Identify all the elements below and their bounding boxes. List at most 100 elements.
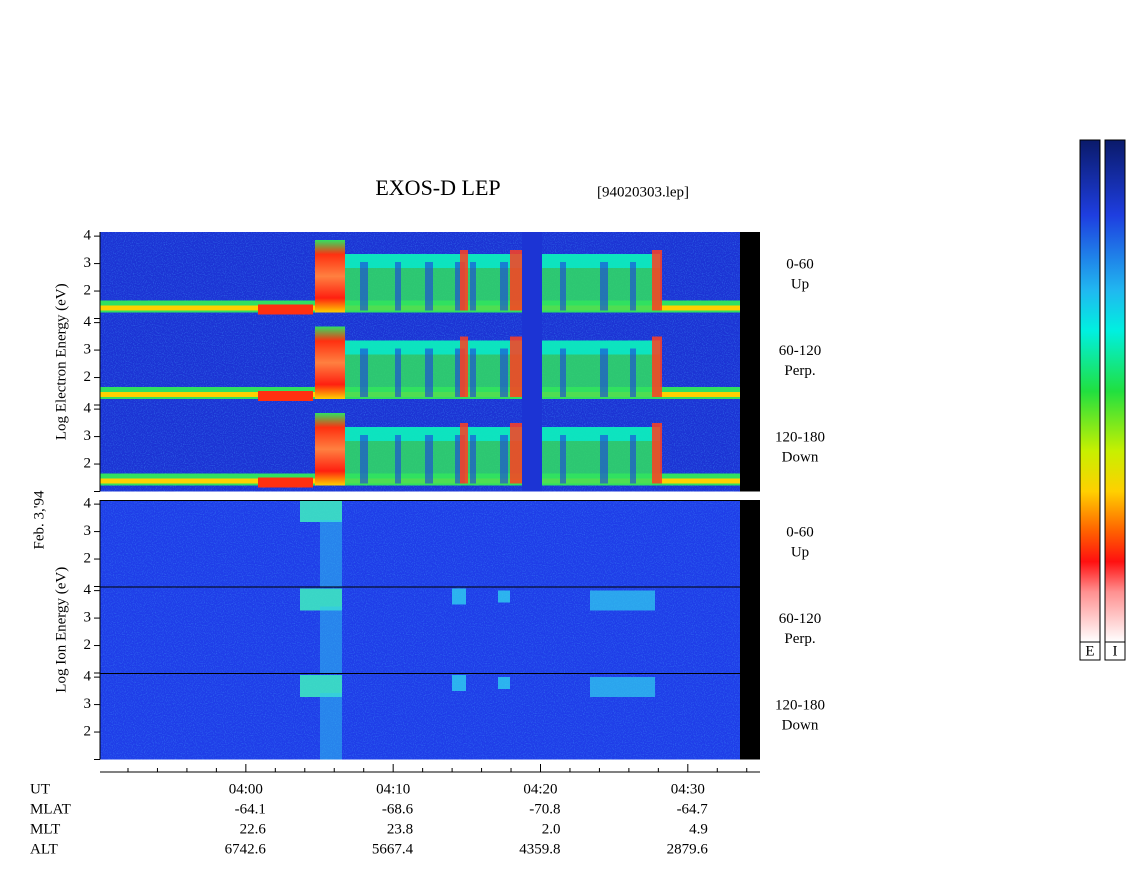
spike bbox=[560, 435, 566, 484]
hot-spot bbox=[460, 336, 468, 397]
panel-noise bbox=[100, 500, 760, 587]
row-value: -64.1 bbox=[235, 801, 266, 817]
no-data-strip bbox=[740, 500, 760, 587]
warm-band bbox=[258, 477, 313, 488]
y-tick-label: 2 bbox=[84, 637, 92, 653]
colorbar-label-box bbox=[1079, 641, 1101, 661]
panel-label: 120-180 bbox=[775, 697, 825, 713]
panel-noise bbox=[100, 673, 760, 760]
spike bbox=[470, 348, 476, 397]
row-name: MLT bbox=[30, 821, 60, 837]
burst bbox=[315, 413, 345, 486]
panel-label: 0-60 bbox=[786, 524, 814, 540]
panel-label: Down bbox=[782, 449, 819, 465]
spike bbox=[560, 348, 566, 397]
spike bbox=[395, 435, 401, 484]
spectrogram-panel bbox=[100, 586, 760, 673]
ion-patch bbox=[300, 500, 342, 522]
y-tick-label: 2 bbox=[84, 455, 92, 471]
data-gap bbox=[522, 405, 542, 492]
data-gap bbox=[522, 232, 542, 319]
spike bbox=[425, 348, 433, 397]
panel-label: 60-120 bbox=[779, 343, 822, 359]
panel-label: 0-60 bbox=[786, 256, 814, 272]
panel-label: 60-120 bbox=[779, 611, 822, 627]
row-value: 23.8 bbox=[387, 821, 413, 837]
y-tick-label: 2 bbox=[84, 550, 92, 566]
spike bbox=[600, 348, 608, 397]
spike bbox=[425, 262, 433, 311]
hot-spot bbox=[460, 423, 468, 484]
spike bbox=[500, 348, 508, 397]
y-tick-label: 4 bbox=[84, 401, 92, 417]
no-data-strip bbox=[740, 673, 760, 760]
panel-label: Up bbox=[791, 276, 809, 292]
hot-spot bbox=[652, 250, 662, 311]
ion-patch bbox=[590, 677, 655, 697]
spike bbox=[470, 262, 476, 311]
x-tick-label: 04:30 bbox=[671, 781, 705, 797]
row-value: 5667.4 bbox=[372, 841, 414, 857]
ion-patch bbox=[498, 677, 510, 689]
no-data-strip bbox=[740, 405, 760, 492]
panel-label: 120-180 bbox=[775, 429, 825, 445]
y-tick-label: 4 bbox=[84, 496, 92, 512]
burst bbox=[315, 240, 345, 313]
row-value: 2.0 bbox=[542, 821, 561, 837]
spectrogram-panel bbox=[100, 500, 760, 587]
row-value: 6742.6 bbox=[225, 841, 267, 857]
mid-upper bbox=[345, 254, 660, 268]
colorbar-label: E bbox=[1085, 643, 1094, 659]
row-name: ALT bbox=[30, 841, 58, 857]
group-label: Log Ion Energy (eV) bbox=[53, 567, 69, 693]
y-tick-label: 3 bbox=[84, 696, 92, 712]
colorbar bbox=[1079, 139, 1101, 643]
group-label: Log Electron Energy (eV) bbox=[53, 283, 69, 440]
row-value: -64.7 bbox=[677, 801, 709, 817]
panel-label: Down bbox=[782, 717, 819, 733]
row-value: 4.9 bbox=[689, 821, 708, 837]
spectrogram-panel bbox=[100, 673, 760, 760]
spectrogram-panel bbox=[100, 232, 760, 319]
mid-upper bbox=[345, 340, 660, 355]
date-label: Feb. 3,'94 bbox=[31, 490, 47, 549]
burst bbox=[315, 326, 345, 399]
row-value: 22.6 bbox=[240, 821, 267, 837]
spectrogram-panel bbox=[100, 318, 760, 405]
warm-band bbox=[258, 391, 313, 401]
colorbar-label-box bbox=[1104, 641, 1126, 661]
spike bbox=[395, 348, 401, 397]
y-tick-label: 2 bbox=[84, 723, 92, 739]
colorbar-label: I bbox=[1113, 643, 1118, 659]
spike bbox=[630, 435, 636, 484]
hot-spot bbox=[510, 250, 522, 311]
hot-spot bbox=[652, 336, 662, 397]
spike bbox=[560, 262, 566, 311]
row-name: MLAT bbox=[30, 801, 71, 817]
panel-label: Perp. bbox=[784, 363, 815, 379]
row-value: 4359.8 bbox=[519, 841, 560, 857]
spike bbox=[630, 262, 636, 311]
spike bbox=[360, 262, 368, 311]
x-tick-label: 04:10 bbox=[376, 781, 410, 797]
ion-streak bbox=[320, 693, 342, 760]
data-gap bbox=[522, 318, 542, 405]
file-name: [94020303.lep] bbox=[597, 184, 689, 200]
spike bbox=[360, 435, 368, 484]
no-data-strip bbox=[740, 586, 760, 673]
spike bbox=[500, 262, 508, 311]
no-data-strip bbox=[740, 318, 760, 405]
ion-patch bbox=[300, 675, 342, 697]
ion-streak bbox=[320, 606, 342, 673]
spike bbox=[600, 435, 608, 484]
x-tick-label: 04:20 bbox=[523, 781, 557, 797]
y-tick-label: 3 bbox=[84, 342, 92, 358]
panel-label: Perp. bbox=[784, 631, 815, 647]
spike bbox=[500, 435, 508, 484]
ion-patch bbox=[452, 675, 466, 691]
hot-spot bbox=[510, 336, 522, 397]
ion-patch bbox=[300, 588, 342, 611]
y-tick-label: 3 bbox=[84, 255, 92, 271]
y-tick-label: 3 bbox=[84, 428, 92, 444]
